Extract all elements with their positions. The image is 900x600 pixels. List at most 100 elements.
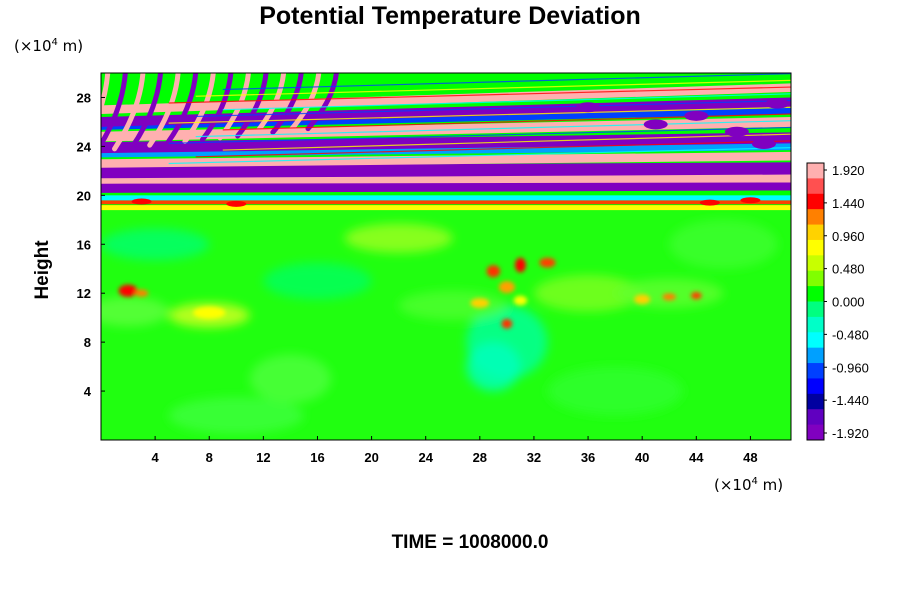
x-tick-label: 48 (743, 450, 757, 465)
wave-blob (751, 138, 776, 149)
band-fringe (101, 200, 791, 205)
colorbar-segment (807, 409, 824, 426)
wave-blob (724, 126, 749, 137)
wave-blob (643, 119, 668, 130)
strat-band (101, 162, 791, 179)
colorbar-segment (807, 363, 824, 379)
colorbar-label: -0.960 (832, 360, 869, 375)
turbulence-patch (344, 223, 453, 253)
x-axis-unit: (×104 m) (714, 472, 783, 495)
strat-band (101, 151, 791, 168)
colorbar-segment (807, 393, 824, 410)
wave-stripe (222, 133, 791, 151)
y-tick-label: 12 (77, 286, 91, 301)
wave-filament (287, 73, 322, 133)
wave-filament (164, 73, 199, 146)
wave-filament (270, 73, 304, 135)
colorbar: 1.920 1.440 0.960 0.480 0.000 -0.480 -0.960 -1.… (806, 162, 869, 441)
colorbar-segment (807, 286, 824, 302)
convective-cell (690, 291, 702, 300)
colorbar-segment (807, 270, 824, 287)
y-axis-unit: (×104 m) (14, 33, 83, 56)
colorbar-segment (807, 332, 824, 349)
convective-cell (634, 294, 651, 305)
x-axis: 4 8 12 16 20 24 28 32 36 40 44 48 (152, 436, 758, 465)
wave-blob (740, 197, 761, 204)
colorbar-segment (807, 347, 824, 364)
y-tick-label: 4 (84, 384, 92, 399)
wave-blob (684, 110, 709, 121)
convective-cell (134, 289, 149, 297)
wave-blob (576, 102, 601, 113)
y-tick-label: 16 (77, 237, 91, 252)
colorbar-segment (807, 301, 824, 318)
wave-blob (226, 200, 247, 207)
y-tick-label: 20 (77, 188, 91, 203)
colorbar-segment (807, 224, 824, 241)
wave-filament (217, 73, 251, 141)
turbulence-patch (398, 290, 507, 321)
wave-filament (112, 73, 146, 152)
band-fringe (101, 205, 791, 211)
colorbar-segment (807, 178, 824, 195)
x-tick-label: 44 (689, 450, 704, 465)
convective-cell (470, 298, 490, 308)
wave-stripe (195, 79, 791, 97)
convective-cell (486, 265, 501, 278)
x-unit-suffix: m) (757, 476, 784, 494)
wave-stripe (168, 147, 791, 165)
x-unit-prefix: (×10 (714, 476, 752, 494)
wave-stripe (195, 120, 791, 138)
x-tick-label: 8 (206, 450, 213, 465)
convective-cell (513, 295, 528, 306)
convective-cell (193, 306, 226, 319)
plot-area (101, 73, 791, 440)
turbulence-patch (263, 262, 372, 300)
turbulence-patch (466, 342, 521, 392)
colorbar-label: -1.920 (832, 426, 869, 441)
x-tick-label: 36 (581, 450, 595, 465)
colorbar-label: 1.440 (832, 196, 865, 211)
x-tick-label: 24 (418, 450, 433, 465)
colorbar-label: 0.480 (832, 262, 865, 277)
x-tick-label: 4 (152, 450, 160, 465)
wave-blob (131, 198, 152, 205)
colorbar-label: 0.000 (832, 295, 865, 310)
x-tick-label: 40 (635, 450, 649, 465)
y-unit-prefix: (×10 (14, 37, 52, 55)
turbulence-patch (101, 228, 210, 261)
wave-stripe (168, 106, 791, 124)
wave-filament (129, 73, 164, 150)
wave-filament (101, 73, 128, 149)
convective-cell (515, 257, 526, 273)
wave-stripe (222, 73, 791, 91)
stratosphere-bands (101, 73, 791, 211)
wave-filament (147, 73, 181, 148)
convective-cells (118, 257, 702, 329)
turbulence-patch (533, 274, 643, 312)
wave-stripe (195, 140, 791, 158)
colorbar-label: 1.920 (832, 163, 865, 178)
turbulence-patch (168, 397, 304, 434)
convective-cell (662, 293, 676, 301)
plot-frame (100, 72, 792, 441)
colorbar-label: -1.440 (832, 393, 869, 408)
x-tick-label: 12 (256, 450, 270, 465)
turbulence-patch (101, 296, 169, 327)
wave-blob (765, 98, 790, 109)
colorbar-segment (807, 209, 824, 226)
strat-band (101, 132, 791, 154)
convective-cell (501, 318, 513, 329)
band-fringe (101, 195, 791, 201)
x-tick-label: 16 (310, 450, 324, 465)
colorbar-segment (807, 316, 824, 333)
wave-filament (235, 73, 269, 139)
strat-band (101, 117, 791, 142)
y-tick-label: 28 (77, 90, 91, 105)
chart-title: Potential Temperature Deviation (259, 2, 641, 30)
x-tick-label: 32 (527, 450, 541, 465)
x-tick-label: 20 (364, 450, 378, 465)
convective-cell (498, 280, 515, 294)
wave-stripe (168, 126, 791, 144)
